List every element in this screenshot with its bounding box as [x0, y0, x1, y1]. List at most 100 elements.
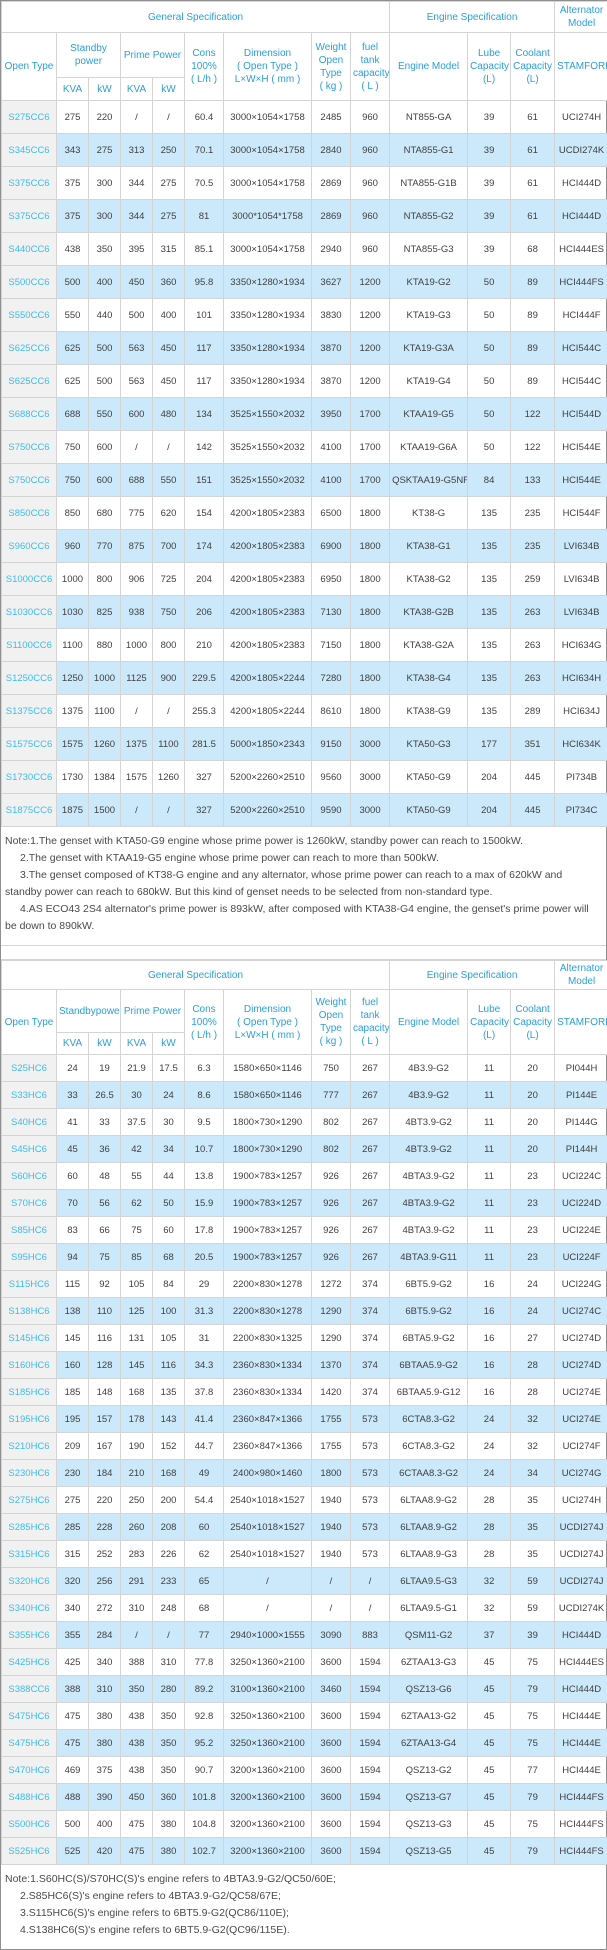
- spec-cell: 220: [89, 101, 121, 134]
- model-link[interactable]: S60HC6: [2, 1163, 57, 1190]
- col-header-prime-kw: kW: [153, 1033, 185, 1055]
- model-link[interactable]: S115HC6: [2, 1271, 57, 1298]
- spec-cell: 3460: [312, 1676, 351, 1703]
- spec-cell: 3350×1280×1934: [224, 332, 312, 365]
- spec-cell: 2485: [312, 101, 351, 134]
- model-link[interactable]: S850CC6: [2, 497, 57, 530]
- model-link[interactable]: S275HC6: [2, 1487, 57, 1514]
- model-link[interactable]: S1000CC6: [2, 563, 57, 596]
- model-link[interactable]: S1575CC6: [2, 728, 57, 761]
- model-link[interactable]: S475HC6: [2, 1730, 57, 1757]
- note-line: Note:1.The genset with KTA50-G9 engine w…: [5, 833, 598, 850]
- spec-cell: 6CTAA8.3-G2: [390, 1460, 468, 1487]
- spec-cell: 425: [57, 1649, 89, 1676]
- spec-cell: 4100: [312, 464, 351, 497]
- spec-cell: KTAA19-G6A: [390, 431, 468, 464]
- spec-cell: QSZ13-G6: [390, 1676, 468, 1703]
- model-link[interactable]: S345CC6: [2, 134, 57, 167]
- col-header-standby-kva: KVA: [57, 1033, 89, 1055]
- model-link[interactable]: S960CC6: [2, 530, 57, 563]
- model-link[interactable]: S1100CC6: [2, 629, 57, 662]
- model-link[interactable]: S1875CC6: [2, 794, 57, 827]
- model-link[interactable]: S375CC6: [2, 167, 57, 200]
- model-link[interactable]: S488HC6: [2, 1784, 57, 1811]
- spec-cell: HCI444ES: [555, 1649, 607, 1676]
- spec-cell: 16: [468, 1379, 511, 1406]
- model-link[interactable]: S185HC6: [2, 1379, 57, 1406]
- spec-cell: 3000*1054*1758: [224, 200, 312, 233]
- spec-cell: 550: [57, 299, 89, 332]
- model-link[interactable]: S33HC6: [2, 1082, 57, 1109]
- model-link[interactable]: S688CC6: [2, 398, 57, 431]
- spec-cell: HCI544C: [555, 365, 607, 398]
- spec-cell: 35: [511, 1487, 555, 1514]
- model-link[interactable]: S550CC6: [2, 299, 57, 332]
- model-link[interactable]: S1375CC6: [2, 695, 57, 728]
- spec-cell: 1594: [351, 1838, 390, 1865]
- model-link[interactable]: S210HC6: [2, 1433, 57, 1460]
- model-link[interactable]: S750CC6: [2, 464, 57, 497]
- model-link[interactable]: S315HC6: [2, 1541, 57, 1568]
- spec-cell: 135: [468, 695, 511, 728]
- spec-cell: 143: [153, 1406, 185, 1433]
- model-link[interactable]: S1030CC6: [2, 596, 57, 629]
- model-link[interactable]: S145HC6: [2, 1325, 57, 1352]
- note-line: Note:1.S60HC(S)/S70HC(S)'s engine refers…: [5, 1871, 598, 1888]
- model-link[interactable]: S138HC6: [2, 1298, 57, 1325]
- spec-cell: PI734C: [555, 794, 607, 827]
- model-link[interactable]: S440CC6: [2, 233, 57, 266]
- spec-cell: 41: [57, 1109, 89, 1136]
- col-header-lube-capacity: Lube Capacity (L): [468, 990, 511, 1055]
- model-link[interactable]: S388CC6: [2, 1676, 57, 1703]
- model-link[interactable]: S85HC6: [2, 1217, 57, 1244]
- model-link[interactable]: S275CC6: [2, 101, 57, 134]
- spec-cell: /: [224, 1568, 312, 1595]
- spec-cell: 800: [89, 563, 121, 596]
- model-link[interactable]: S500CC6: [2, 266, 57, 299]
- model-link[interactable]: S625CC6: [2, 365, 57, 398]
- model-link[interactable]: S425HC6: [2, 1649, 57, 1676]
- spec-cell: 256: [89, 1568, 121, 1595]
- model-link[interactable]: S500HC6: [2, 1811, 57, 1838]
- model-link[interactable]: S195HC6: [2, 1406, 57, 1433]
- model-link[interactable]: S375CC6: [2, 200, 57, 233]
- spec-cell: HCI444D: [555, 1622, 607, 1649]
- model-link[interactable]: S355HC6: [2, 1622, 57, 1649]
- col-header-dimension: Dimension ( Open Type ) L×W×H ( mm ): [224, 990, 312, 1055]
- model-link[interactable]: S160HC6: [2, 1352, 57, 1379]
- spec-cell: 360: [153, 1784, 185, 1811]
- model-link[interactable]: S25HC6: [2, 1055, 57, 1082]
- model-link[interactable]: S1250CC6: [2, 662, 57, 695]
- spec-cell: 39: [468, 200, 511, 233]
- model-link[interactable]: S70HC6: [2, 1190, 57, 1217]
- spec-cell: KTA19-G2: [390, 266, 468, 299]
- model-link[interactable]: S625CC6: [2, 332, 57, 365]
- model-link[interactable]: S525HC6: [2, 1838, 57, 1865]
- header-general-specification: General Specification: [2, 961, 390, 990]
- spec-cell: 3830: [312, 299, 351, 332]
- model-link[interactable]: S285HC6: [2, 1514, 57, 1541]
- spec-cell: 750: [57, 431, 89, 464]
- spec-cell: 24: [468, 1460, 511, 1487]
- spec-cell: 104.8: [185, 1811, 224, 1838]
- spec-cell: 450: [153, 365, 185, 398]
- model-link[interactable]: S40HC6: [2, 1109, 57, 1136]
- model-link[interactable]: S750CC6: [2, 431, 57, 464]
- model-link[interactable]: S320HC6: [2, 1568, 57, 1595]
- model-link[interactable]: S340HC6: [2, 1595, 57, 1622]
- spec-cell: 3350×1280×1934: [224, 266, 312, 299]
- model-link[interactable]: S475HC6: [2, 1703, 57, 1730]
- spec-cell: 4BTA3.9-G11: [390, 1244, 468, 1271]
- model-link[interactable]: S95HC6: [2, 1244, 57, 1271]
- model-link[interactable]: S230HC6: [2, 1460, 57, 1487]
- spec-cell: 60: [153, 1217, 185, 1244]
- spec-cell: 1700: [351, 431, 390, 464]
- model-link[interactable]: S470HC6: [2, 1757, 57, 1784]
- model-link[interactable]: S1730CC6: [2, 761, 57, 794]
- col-header-prime-kva: KVA: [121, 78, 153, 101]
- spec-cell: 20: [511, 1109, 555, 1136]
- spec-cell: 960: [351, 200, 390, 233]
- model-link[interactable]: S45HC6: [2, 1136, 57, 1163]
- spec-cell: 36: [89, 1136, 121, 1163]
